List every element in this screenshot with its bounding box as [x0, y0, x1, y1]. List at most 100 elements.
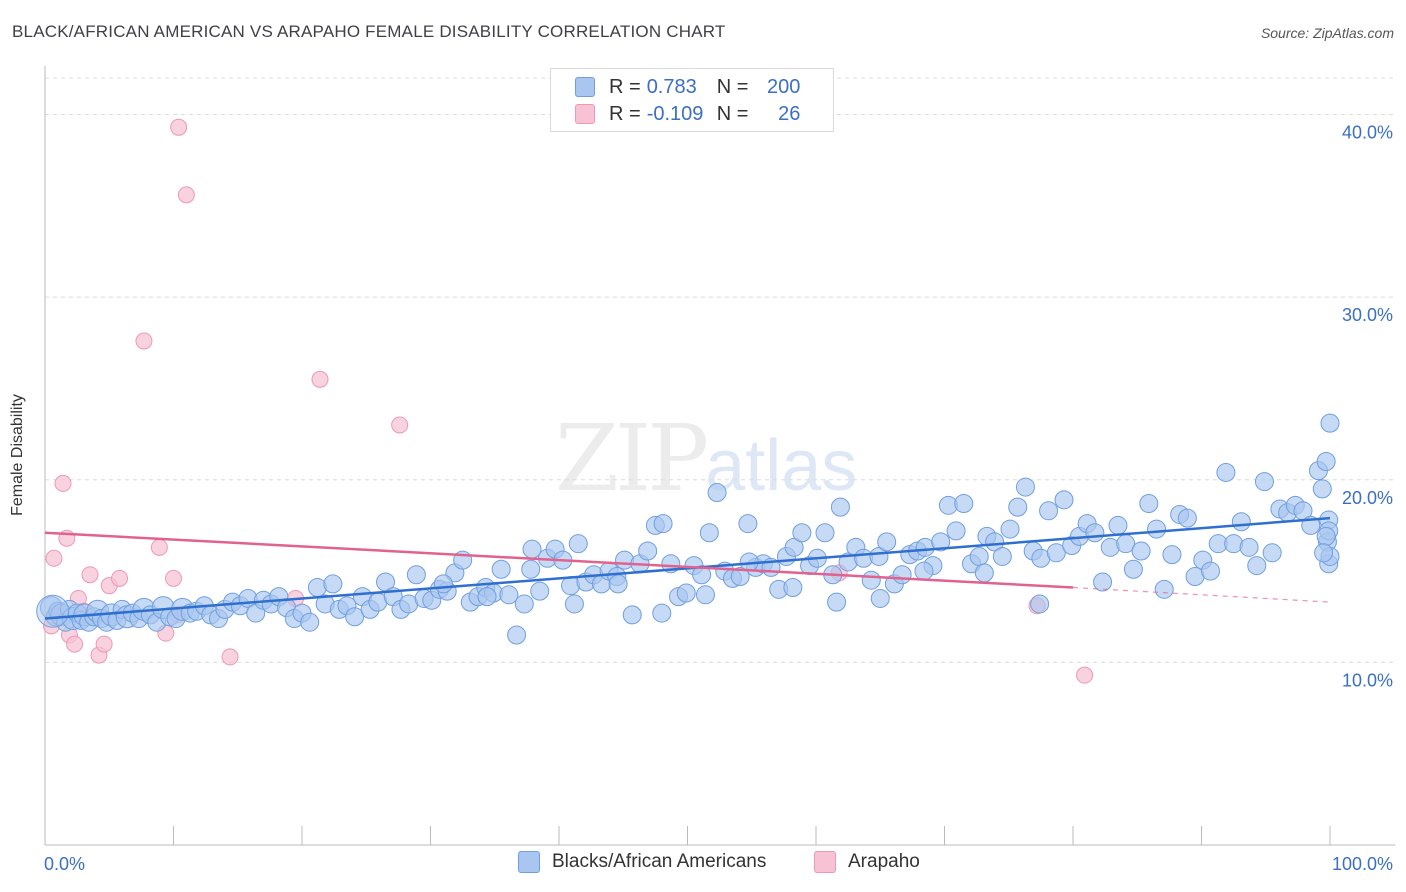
arapaho-point [54, 474, 72, 492]
legend-n-label: N = [716, 102, 749, 125]
black-american-point [1085, 523, 1105, 543]
black-american-point [653, 514, 673, 534]
black-american-point [861, 570, 881, 590]
black-american-point [522, 539, 542, 559]
black-american-point [992, 546, 1012, 566]
black-american-point [608, 574, 628, 594]
legend-n-value: 200 [767, 75, 801, 98]
black-american-point [1247, 556, 1267, 576]
black-american-point [877, 532, 897, 552]
arapaho-point [1076, 666, 1094, 684]
arapaho-point [170, 118, 188, 136]
black-american-point [830, 497, 850, 517]
black-american-point [1039, 501, 1059, 521]
black-american-point [1162, 545, 1182, 565]
legend-r-value: 0.783 [646, 75, 697, 98]
arapaho-point [311, 370, 329, 388]
black-american-point [946, 521, 966, 541]
black-american-point [499, 585, 519, 605]
bottom-legend-swatch-blue [518, 851, 540, 873]
black-american-point [521, 559, 541, 579]
black-american-point [1231, 512, 1251, 532]
watermark-zip: ZIP [555, 405, 709, 512]
black-american-point [892, 565, 912, 585]
black-american-point [507, 625, 527, 645]
black-american-point [1316, 452, 1336, 471]
black-american-point [1108, 515, 1128, 535]
black-american-point [969, 546, 989, 566]
watermark-atlas: atlas [705, 426, 858, 506]
black-american-point [783, 578, 803, 598]
black-american-point [1030, 594, 1050, 614]
bottom-legend-swatch-pink [814, 851, 836, 873]
legend-row-blue: R = 0.783 N = 200 [575, 74, 800, 100]
black-american-point [323, 574, 343, 594]
black-american-point [1239, 537, 1259, 557]
chart-title: BLACK/AFRICAN AMERICAN VS ARAPAHO FEMALE… [12, 22, 726, 41]
arapaho-point [135, 332, 153, 350]
legend-swatch-blue [575, 77, 595, 97]
legend-swatch-pink [575, 104, 595, 124]
black-american-point [1316, 526, 1336, 546]
black-american-point [1154, 579, 1174, 599]
black-american-point [1139, 494, 1159, 514]
black-american-point [985, 532, 1005, 552]
black-american-point [827, 592, 847, 612]
black-american-point [491, 559, 511, 579]
black-american-point [1093, 572, 1113, 592]
black-american-point [1015, 477, 1035, 497]
black-american-point [477, 587, 497, 607]
black-american-point [1131, 541, 1151, 561]
black-american-point [784, 537, 804, 557]
x-tick-label: 0.0% [44, 854, 85, 874]
black-american-point [676, 583, 696, 603]
black-american-point [815, 523, 835, 543]
legend-box: R = 0.783 N = 200 R = -0.109 N = 26 [550, 68, 834, 132]
bottom-legend-label-pink: Arapaho [848, 851, 920, 872]
black-american-point [406, 565, 426, 585]
black-american-point [954, 494, 974, 514]
black-american-point [1314, 543, 1334, 563]
black-american-point [931, 532, 951, 552]
y-tick-label: 40.0% [1342, 123, 1393, 143]
y-axis-label: Female Disability [9, 394, 26, 516]
black-american-point [1177, 508, 1197, 528]
black-american-point [1147, 519, 1167, 539]
black-american-point [652, 603, 672, 623]
black-american-point [730, 567, 750, 587]
black-american-point [1054, 490, 1074, 510]
black-american-point [695, 585, 715, 605]
arapaho-point [66, 635, 84, 653]
black-american-point [345, 607, 365, 627]
bottom-legend-label-blue: Blacks/African Americans [552, 851, 767, 872]
legend-n-label: N = [716, 75, 749, 98]
pink-trend-line-extension [1072, 586, 1331, 603]
watermark: ZIPatlas [555, 405, 857, 512]
black-american-point [1123, 559, 1143, 579]
black-american-point [622, 605, 642, 625]
legend-r-label: R = [609, 75, 641, 98]
black-american-point [870, 588, 890, 608]
black-american-point [974, 563, 994, 583]
black-american-point [300, 612, 320, 632]
black-american-point [36, 594, 70, 628]
arapaho-point [81, 566, 99, 584]
black-american-point [1312, 479, 1332, 499]
black-american-point [1216, 462, 1236, 482]
black-american-point [792, 523, 812, 543]
black-american-point [914, 561, 934, 581]
y-tick-label: 30.0% [1342, 305, 1393, 325]
black-american-point [692, 565, 712, 585]
arapaho-point [111, 569, 129, 587]
black-american-point [568, 534, 588, 554]
arapaho-point [150, 538, 168, 556]
arapaho-point [165, 569, 182, 587]
black-american-point [433, 574, 453, 594]
arapaho-point [177, 186, 195, 204]
black-american-point [699, 523, 719, 543]
y-tick-label: 20.0% [1342, 488, 1393, 508]
blue-trend-line [44, 516, 1331, 620]
black-american-point [1320, 413, 1340, 433]
black-american-point [1046, 543, 1066, 563]
